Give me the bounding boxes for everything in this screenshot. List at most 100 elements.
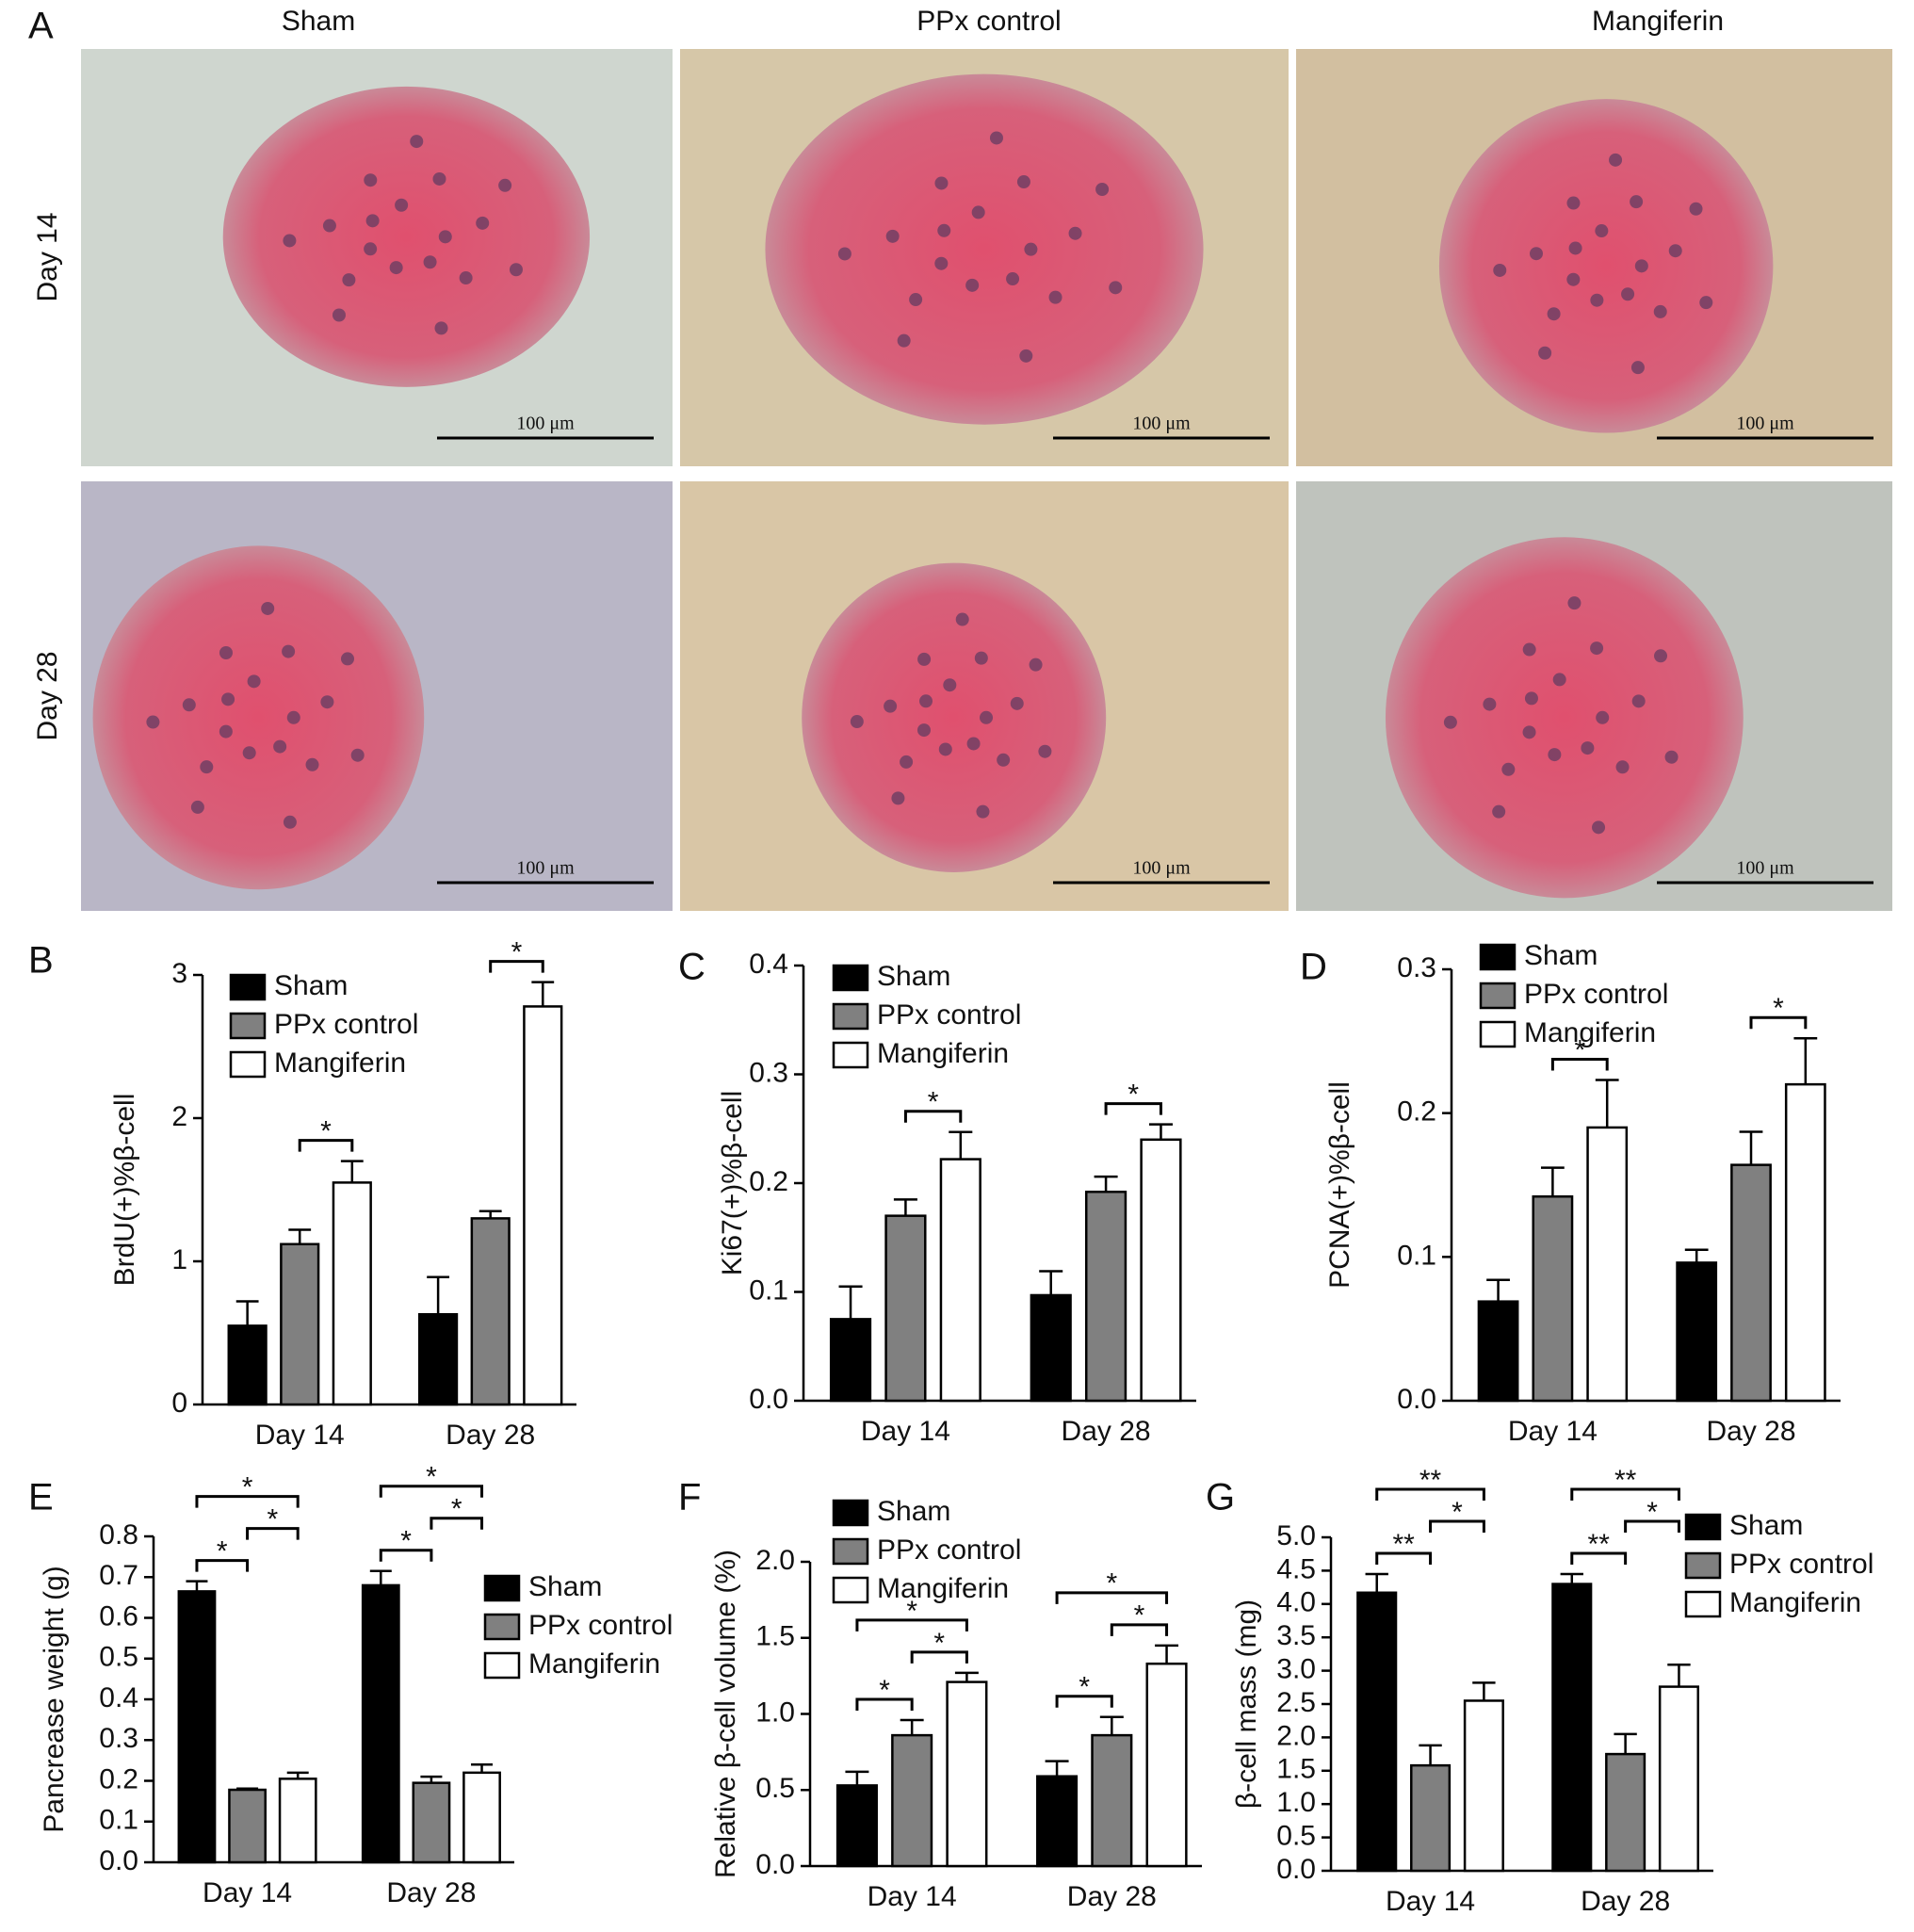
significance-label: * <box>1106 1568 1117 1599</box>
significance-label: * <box>320 1116 332 1147</box>
nucleus <box>1443 715 1457 729</box>
nucleus <box>219 645 233 659</box>
bar <box>412 1781 451 1864</box>
nucleus <box>989 131 1003 145</box>
nucleus <box>1581 741 1595 755</box>
nucleus <box>1621 287 1635 301</box>
bar <box>1356 1591 1398 1873</box>
legend-label: Sham <box>877 961 950 992</box>
nucleus <box>919 694 933 708</box>
legend-label: PPx control <box>274 1009 418 1040</box>
nucleus <box>1590 293 1604 307</box>
nucleus <box>1634 259 1648 273</box>
y-tick-label: 1.5 <box>1276 1754 1316 1785</box>
nucleus <box>438 230 452 244</box>
y-tick-label: 0.4 <box>749 949 788 980</box>
nucleus <box>305 757 319 771</box>
nucleus <box>974 651 988 665</box>
nucleus <box>219 724 233 739</box>
nucleus <box>286 710 300 724</box>
bar <box>1676 1261 1718 1403</box>
significance-label: * <box>1773 993 1784 1024</box>
nucleus <box>900 755 914 769</box>
y-tick-label: 0.0 <box>749 1384 788 1415</box>
significance-label: * <box>451 1494 462 1525</box>
y-axis-label: Relative β-cell volume (%) <box>710 1550 741 1878</box>
bar <box>946 1680 988 1868</box>
legend-swatch <box>483 1651 521 1680</box>
y-tick-label: 0.8 <box>99 1519 138 1550</box>
y-axis-label: β-cell mass (mg) <box>1231 1599 1262 1809</box>
y-tick-label: 0.6 <box>99 1600 138 1632</box>
nucleus <box>322 219 336 233</box>
legend-label: PPx control <box>1524 979 1668 1010</box>
nucleus <box>884 699 898 713</box>
nucleus <box>432 171 446 186</box>
panel-label: G <box>1206 1477 1235 1518</box>
legend-swatch <box>229 1012 267 1040</box>
significance-bracket <box>430 1517 484 1530</box>
nucleus <box>1615 760 1630 774</box>
nucleus <box>365 214 380 228</box>
legend-label: Sham <box>274 970 348 1001</box>
legend-swatch <box>1479 1020 1517 1048</box>
y-tick-label: 1 <box>171 1244 187 1275</box>
bar <box>332 1181 372 1406</box>
significance-label: * <box>511 937 523 968</box>
significance-bracket <box>298 1139 354 1152</box>
bar <box>418 1312 459 1406</box>
islet <box>222 86 591 387</box>
y-tick-label: 2.0 <box>755 1545 795 1576</box>
significance-bracket <box>195 1495 300 1508</box>
y-tick-label: 0.5 <box>99 1642 138 1673</box>
panel-label: A <box>28 6 54 47</box>
significance-label: * <box>242 1471 253 1502</box>
significance-label: * <box>400 1526 412 1557</box>
nucleus <box>897 333 911 348</box>
legend-swatch <box>832 1499 869 1527</box>
nucleus <box>1590 641 1604 656</box>
bar <box>1410 1763 1452 1873</box>
x-tick-label: Day 14 <box>255 1420 345 1451</box>
significance-label: * <box>1452 1497 1463 1528</box>
bar <box>1658 1685 1700 1873</box>
nucleus <box>395 198 409 212</box>
bar <box>829 1318 872 1403</box>
bar <box>227 1324 268 1406</box>
nucleus <box>320 695 334 709</box>
nucleus <box>459 271 473 285</box>
legend-label: Mangiferin <box>1524 1017 1656 1048</box>
x-tick-label: Day 28 <box>1581 1886 1670 1917</box>
legend-swatch <box>229 1050 267 1079</box>
y-tick-label: 1.0 <box>755 1697 795 1728</box>
bar <box>361 1583 400 1864</box>
nucleus <box>434 321 448 335</box>
y-tick-label: 0.3 <box>99 1723 138 1754</box>
scale-bar-label: 100 μm <box>1132 414 1191 434</box>
significance-bracket <box>1624 1519 1680 1533</box>
panel-label: D <box>1300 947 1327 988</box>
nucleus <box>221 692 235 706</box>
significance-bracket <box>1055 1591 1169 1604</box>
nucleus <box>1631 694 1646 708</box>
nucleus <box>283 234 297 248</box>
x-tick-label: Day 14 <box>203 1877 292 1908</box>
x-tick-label: Day 28 <box>386 1877 476 1908</box>
bar <box>1586 1126 1629 1403</box>
legend-swatch <box>832 1041 869 1069</box>
y-tick-label: 4.0 <box>1276 1587 1316 1618</box>
nucleus <box>332 308 346 322</box>
nucleus <box>389 261 403 275</box>
significance-bracket <box>379 1549 433 1562</box>
nucleus <box>1653 304 1667 318</box>
significance-label: ** <box>1588 1529 1611 1560</box>
nucleus <box>980 710 994 724</box>
panel-label: C <box>678 947 706 988</box>
nucleus <box>971 205 985 219</box>
y-tick-label: 3 <box>171 958 187 989</box>
legend-swatch <box>1684 1590 1722 1618</box>
nucleus <box>966 737 981 751</box>
legend-swatch <box>832 1002 869 1031</box>
y-axis-label: Ki67(+)%β-cell <box>717 1091 748 1275</box>
